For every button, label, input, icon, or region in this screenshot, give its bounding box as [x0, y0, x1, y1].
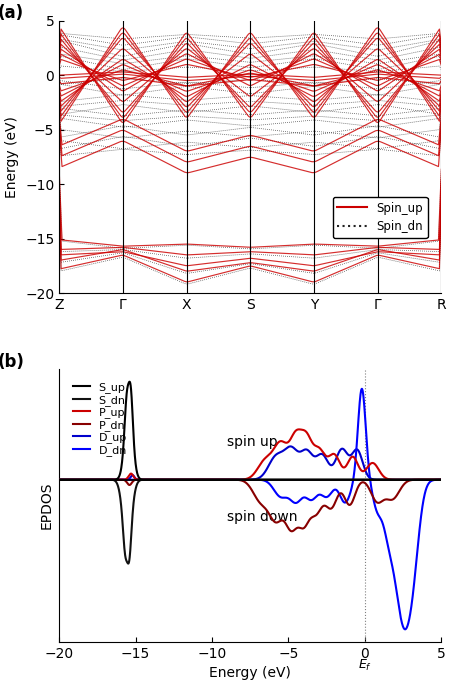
D_up: [56, 475, 62, 484]
D_dn: [76, 475, 81, 484]
S_dn: [243, 475, 248, 484]
P_dn: [439, 475, 444, 484]
D_up: [428, 475, 433, 484]
P_dn: [289, 527, 294, 535]
P_dn: [428, 475, 433, 484]
S_dn: [233, 475, 238, 484]
Text: spin up: spin up: [228, 435, 278, 448]
D_dn: [56, 475, 62, 484]
Text: spin down: spin down: [228, 511, 298, 524]
Legend: S_up, S_dn, P_up, P_dn, D_up, D_dn: S_up, S_dn, P_up, P_dn, D_up, D_dn: [69, 377, 131, 460]
S_dn: [290, 475, 295, 484]
P_up: [76, 475, 81, 484]
P_dn: [76, 475, 81, 484]
P_up: [296, 425, 302, 433]
S_up: [233, 475, 238, 484]
P_dn: [428, 475, 433, 484]
Line: D_dn: D_dn: [59, 389, 441, 629]
D_dn: [439, 475, 444, 484]
P_up: [242, 475, 248, 483]
S_up: [243, 475, 248, 484]
Line: P_dn: P_dn: [59, 480, 441, 531]
S_up: [56, 475, 62, 484]
D_up: [288, 442, 293, 451]
P_dn: [56, 475, 62, 484]
Line: D_up: D_up: [59, 446, 441, 480]
P_up: [56, 475, 62, 484]
S_dn: [428, 475, 433, 484]
D_up: [76, 475, 81, 484]
D_dn: [232, 475, 238, 484]
P_up: [428, 475, 433, 484]
D_up: [428, 475, 433, 484]
D_up: [358, 451, 363, 459]
P_up: [232, 475, 238, 484]
P_up: [439, 475, 444, 484]
D_up: [242, 475, 248, 484]
S_up: [76, 475, 81, 484]
S_up: [127, 377, 132, 386]
P_up: [428, 475, 433, 484]
Line: P_up: P_up: [59, 429, 441, 480]
D_dn: [359, 385, 364, 393]
Text: (b): (b): [0, 353, 25, 371]
D_dn: [357, 394, 363, 402]
Y-axis label: EPDOS: EPDOS: [40, 482, 54, 529]
Y-axis label: Energy (eV): Energy (eV): [5, 116, 20, 198]
S_dn: [428, 475, 433, 484]
D_dn: [428, 477, 433, 486]
P_dn: [358, 480, 363, 488]
Line: S_up: S_up: [59, 382, 441, 480]
D_up: [439, 475, 444, 484]
Legend: Spin_up, Spin_dn: Spin_up, Spin_dn: [333, 197, 428, 238]
D_dn: [242, 475, 248, 484]
D_dn: [402, 625, 408, 633]
D_up: [232, 475, 238, 484]
S_up: [428, 475, 433, 484]
S_up: [358, 475, 363, 484]
P_dn: [242, 478, 248, 486]
Text: (a): (a): [0, 4, 24, 22]
S_dn: [56, 475, 62, 484]
S_up: [428, 475, 433, 484]
P_up: [358, 465, 363, 473]
S_up: [439, 475, 444, 484]
Line: S_dn: S_dn: [59, 480, 441, 564]
X-axis label: Energy (eV): Energy (eV): [209, 666, 291, 680]
D_dn: [428, 477, 433, 486]
S_dn: [439, 475, 444, 484]
S_dn: [76, 475, 81, 484]
S_up: [273, 475, 279, 484]
P_dn: [232, 475, 238, 484]
S_dn: [126, 560, 131, 568]
S_dn: [358, 475, 363, 484]
Text: $E_f$: $E_f$: [358, 658, 372, 673]
